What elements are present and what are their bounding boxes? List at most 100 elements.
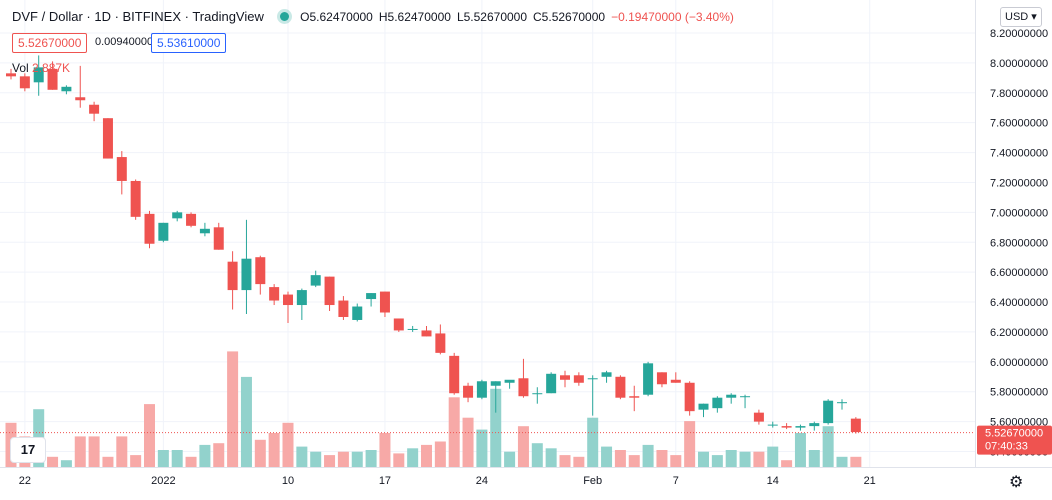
candle[interactable]	[366, 293, 377, 307]
candle[interactable]	[837, 399, 847, 410]
candle[interactable]	[615, 375, 626, 400]
candle[interactable]	[89, 101, 100, 122]
candle[interactable]	[379, 291, 390, 317]
candle[interactable]	[241, 219, 252, 314]
bid-price-box[interactable]: 5.52670000	[12, 33, 88, 53]
candle[interactable]	[186, 212, 197, 228]
candle[interactable]	[144, 210, 155, 249]
candle[interactable]	[823, 399, 834, 425]
gear-icon[interactable]: ⚙	[1009, 474, 1024, 491]
candle[interactable]	[643, 361, 654, 397]
candle[interactable]	[518, 358, 529, 398]
ask-price-box[interactable]: 5.53610000	[151, 33, 227, 53]
candle[interactable]	[684, 381, 695, 416]
volume-bar	[282, 422, 294, 467]
candle[interactable]	[172, 210, 183, 222]
candle[interactable]	[310, 270, 321, 288]
volume-bar	[545, 448, 557, 467]
candle[interactable]	[47, 61, 58, 90]
candle[interactable]	[255, 255, 266, 295]
tradingview-logo-icon[interactable]: 17	[10, 437, 46, 463]
volume-bar	[711, 455, 723, 467]
candle[interactable]	[781, 423, 792, 430]
volume-bar	[601, 446, 613, 467]
candle[interactable]	[463, 382, 474, 403]
candle-body	[684, 382, 695, 412]
candle[interactable]	[407, 325, 418, 332]
currency-button[interactable]: USD ▾	[1000, 7, 1042, 27]
candle[interactable]	[712, 396, 723, 413]
candle[interactable]	[767, 421, 778, 428]
candle[interactable]	[269, 284, 280, 306]
candle[interactable]	[573, 372, 584, 386]
volume-bar	[517, 426, 529, 467]
volume-bar	[698, 451, 709, 467]
candle[interactable]	[698, 403, 709, 418]
candle-body	[518, 378, 529, 397]
candle[interactable]	[546, 372, 557, 394]
candle[interactable]	[809, 421, 820, 431]
candle[interactable]	[199, 222, 210, 237]
price-tick-label: 6.00000000	[990, 357, 1048, 369]
candle[interactable]	[504, 379, 515, 389]
candle[interactable]	[75, 65, 86, 108]
candle[interactable]	[324, 276, 335, 312]
candle[interactable]	[116, 151, 127, 195]
high-value: H5.62470000	[378, 10, 451, 24]
candle[interactable]	[6, 68, 16, 80]
candle[interactable]	[227, 251, 238, 310]
candle[interactable]	[449, 352, 460, 395]
candle-body	[186, 213, 197, 226]
candle[interactable]	[158, 222, 169, 243]
candle[interactable]	[33, 55, 44, 96]
symbol-title[interactable]: DVF / Dollar · 1D · BITFINEX · TradingVi…	[12, 9, 264, 24]
candle[interactable]	[393, 318, 404, 332]
candle[interactable]	[213, 222, 224, 250]
candle[interactable]	[338, 296, 349, 320]
candle-body	[740, 396, 751, 398]
time-tick-label: 17	[379, 475, 391, 487]
candle-body	[158, 222, 169, 241]
candle[interactable]	[421, 325, 432, 337]
candle[interactable]	[435, 324, 446, 355]
candle[interactable]	[795, 424, 806, 431]
candle[interactable]	[753, 409, 764, 425]
candle[interactable]	[587, 375, 598, 416]
volume-bar	[573, 456, 585, 467]
change-value: −0.19470000 (−3.40%)	[611, 10, 734, 24]
candle[interactable]	[656, 372, 667, 388]
candle[interactable]	[560, 370, 570, 388]
candle[interactable]	[601, 370, 612, 383]
candle[interactable]	[490, 381, 501, 413]
candle[interactable]	[850, 417, 861, 434]
volume-bar	[670, 455, 682, 467]
time-axis[interactable]: 22 2022 10 17 24 Feb 7 14 21	[19, 475, 876, 487]
candle[interactable]	[352, 303, 363, 322]
candle-body	[199, 228, 210, 234]
candle[interactable]	[476, 379, 487, 400]
candle[interactable]	[629, 385, 640, 412]
volume-bar	[268, 433, 280, 467]
candle[interactable]	[283, 291, 293, 323]
candle-body	[767, 424, 778, 426]
candle[interactable]	[726, 393, 737, 404]
candle[interactable]	[532, 387, 543, 404]
volume-bar	[684, 421, 696, 467]
candle-body	[781, 426, 792, 428]
volume-bar	[157, 450, 169, 467]
price-axis[interactable]: 8.20000000 8.00000000 7.80000000 7.60000000…	[990, 28, 1048, 459]
candle-body	[296, 290, 307, 306]
candle[interactable]	[19, 73, 30, 92]
candle[interactable]	[130, 179, 141, 220]
candle[interactable]	[740, 394, 751, 409]
volume-bar	[490, 388, 502, 467]
candle[interactable]	[61, 85, 72, 95]
time-tick-label: 21	[864, 475, 876, 487]
candle[interactable]	[670, 372, 681, 383]
volume-bar	[379, 433, 391, 467]
candle-body	[75, 97, 86, 101]
candle[interactable]	[296, 288, 307, 320]
candle[interactable]	[102, 118, 113, 159]
